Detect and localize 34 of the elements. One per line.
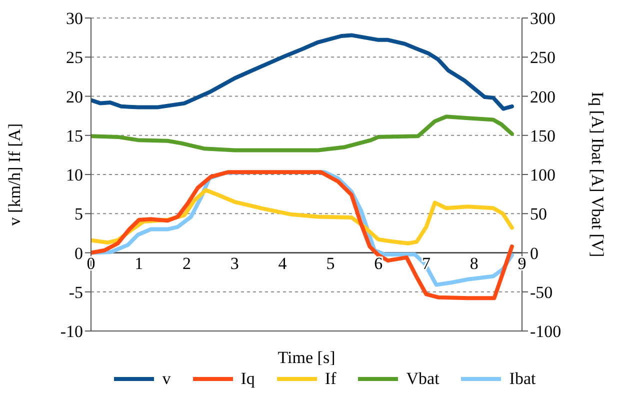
x-tick-label: 8 xyxy=(470,254,478,273)
y-tick-label: 10 xyxy=(66,166,83,185)
x-tick-label: 1 xyxy=(134,254,144,273)
y2-tick-label: -50 xyxy=(530,282,553,302)
y2-tick-label: 300 xyxy=(530,9,556,28)
y-tick-label: -5 xyxy=(68,282,83,302)
x-tick-label: 6 xyxy=(374,254,383,273)
line-series xyxy=(91,33,514,111)
y-tick-label: 5 xyxy=(74,204,83,224)
x-tick-label: 5 xyxy=(326,254,335,273)
y2-tick-label: 100 xyxy=(530,166,556,185)
y-axis-title: v [km/h] If [A] xyxy=(5,123,24,226)
y-tick-label: 30 xyxy=(66,9,83,28)
y2-tick-label: 150 xyxy=(530,126,556,146)
y2-tick-label: -100 xyxy=(530,322,562,342)
y2-axis-title: Iq [A] Ibat [A] Vbat [V] xyxy=(588,92,607,258)
x-tick-label: 7 xyxy=(422,254,431,273)
y-tick-label: 15 xyxy=(66,126,83,146)
y-tick-label: 25 xyxy=(66,48,83,68)
x-tick-label: 2 xyxy=(182,254,192,273)
x-tick-label: 4 xyxy=(278,254,288,273)
legend-label: Ibat xyxy=(509,369,536,389)
y2-tick-label: 50 xyxy=(530,204,547,224)
x-tick-label: 3 xyxy=(230,254,239,273)
legend-label: Vbat xyxy=(406,369,440,389)
y-tick-label: 20 xyxy=(66,87,83,106)
legend-label: v xyxy=(162,369,171,389)
x-axis-title: Time [s] xyxy=(278,348,336,367)
legend-label: Iq xyxy=(240,369,255,389)
y2-tick-label: 200 xyxy=(530,87,556,106)
y-tick-label: -10 xyxy=(60,322,83,342)
line-series xyxy=(91,114,514,152)
legend-label: If xyxy=(324,369,336,389)
y2-tick-label: 250 xyxy=(530,48,556,68)
